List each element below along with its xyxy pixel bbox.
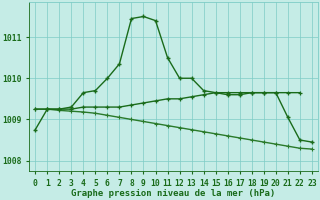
X-axis label: Graphe pression niveau de la mer (hPa): Graphe pression niveau de la mer (hPa) bbox=[71, 189, 276, 198]
